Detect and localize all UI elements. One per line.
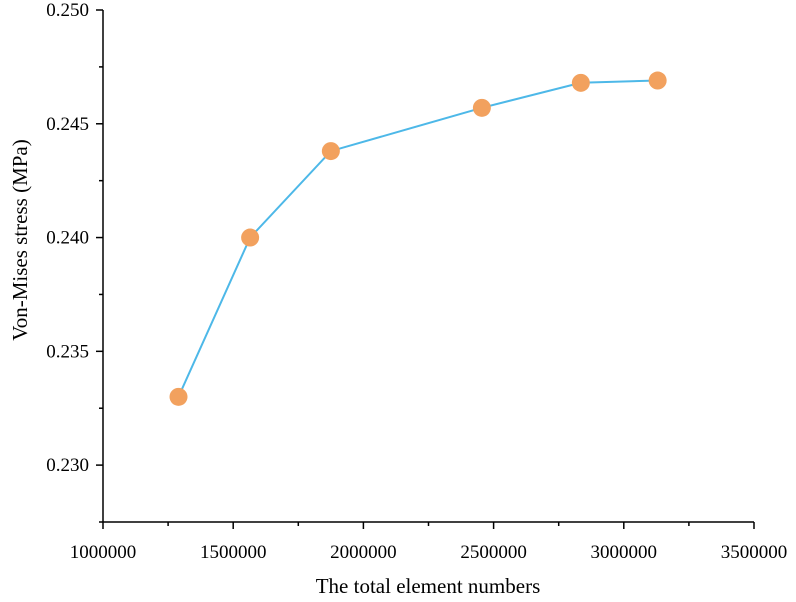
data-point	[648, 71, 667, 90]
x-axis-title: The total element numbers	[316, 574, 541, 598]
y-tick-label: 0.245	[46, 114, 89, 135]
series-layer	[169, 71, 667, 406]
y-ticks: 0.230 0.235 0.240 0.245 0.250	[46, 0, 103, 523]
series-line	[177, 79, 658, 398]
x-tick-label: 3000000	[591, 542, 658, 563]
x-tick-label: 3500000	[721, 542, 788, 563]
x-tick-label: 2500000	[460, 542, 527, 563]
y-axis-title: Von-Mises stress (MPa)	[8, 139, 32, 340]
y-tick-label: 0.250	[46, 0, 89, 21]
y-tick-label: 0.240	[46, 228, 89, 249]
y-tick-label: 0.235	[46, 341, 89, 362]
data-point	[571, 73, 590, 92]
x-ticks: 1000000 1500000 2000000 2500000 3000000 35000…	[70, 522, 788, 563]
data-point	[321, 142, 340, 161]
data-point	[241, 228, 260, 247]
x-tick-label: 1000000	[70, 542, 137, 563]
data-point	[169, 387, 188, 406]
x-tick-label: 2000000	[330, 542, 397, 563]
y-tick-label: 0.230	[46, 455, 89, 476]
data-point	[472, 98, 491, 117]
x-tick-label: 1500000	[200, 542, 267, 563]
